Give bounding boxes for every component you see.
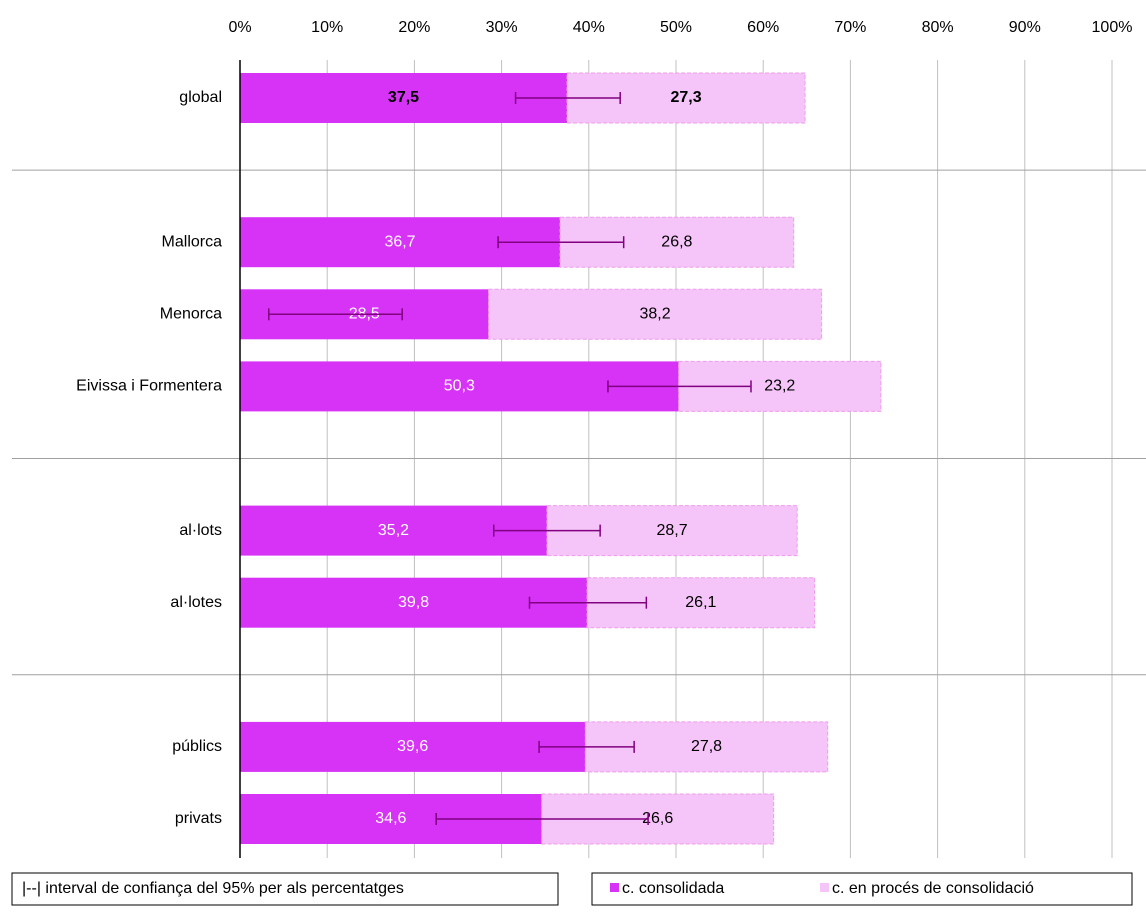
value-label: 23,2	[764, 378, 795, 395]
category-label: al·lotes	[170, 594, 222, 611]
value-label: 36,7	[384, 233, 415, 250]
bar	[240, 721, 586, 772]
category-label: privats	[175, 810, 222, 827]
x-tick-label: 40%	[573, 19, 605, 36]
bar	[240, 73, 567, 123]
bar	[240, 361, 679, 412]
category-label: Menorca	[160, 306, 222, 323]
value-label: 26,1	[685, 594, 716, 611]
category-label: Eivissa i Formentera	[76, 378, 222, 395]
value-label: 28,7	[657, 522, 688, 539]
legend-swatch	[820, 883, 829, 892]
category-label: global	[179, 89, 222, 106]
x-tick-label: 90%	[1009, 19, 1041, 36]
value-label: 35,2	[378, 522, 409, 539]
x-tick-label: 80%	[922, 19, 954, 36]
error-note: |--| interval de confiança del 95% per a…	[22, 880, 404, 897]
x-tick-label: 30%	[486, 19, 518, 36]
x-tick-label: 10%	[311, 19, 343, 36]
value-label: 27,3	[670, 89, 701, 106]
x-tick-label: 20%	[398, 19, 430, 36]
legend-swatch	[610, 883, 619, 892]
x-tick-label: 50%	[660, 19, 692, 36]
legend-box	[591, 872, 1133, 906]
value-label: 39,8	[398, 594, 429, 611]
value-label: 34,6	[375, 810, 406, 827]
value-label: 50,3	[444, 378, 475, 395]
category-label: públics	[172, 738, 222, 755]
value-label: 37,5	[388, 89, 419, 106]
value-label: 26,8	[661, 233, 692, 250]
legend-label: c. consolidada	[622, 880, 724, 897]
x-tick-label: 0%	[228, 19, 251, 36]
bar	[488, 288, 823, 340]
value-label: 27,8	[691, 738, 722, 755]
note-box	[11, 872, 559, 906]
value-label: 26,6	[642, 810, 673, 827]
category-label: Mallorca	[162, 233, 223, 250]
legend-label: c. en procés de consolidació	[832, 880, 1034, 897]
category-label: al·lots	[179, 522, 222, 539]
value-label: 39,6	[397, 738, 428, 755]
x-tick-label: 70%	[834, 19, 866, 36]
x-tick-label: 100%	[1092, 19, 1133, 36]
x-tick-label: 60%	[747, 19, 779, 36]
value-label: 38,2	[640, 306, 671, 323]
